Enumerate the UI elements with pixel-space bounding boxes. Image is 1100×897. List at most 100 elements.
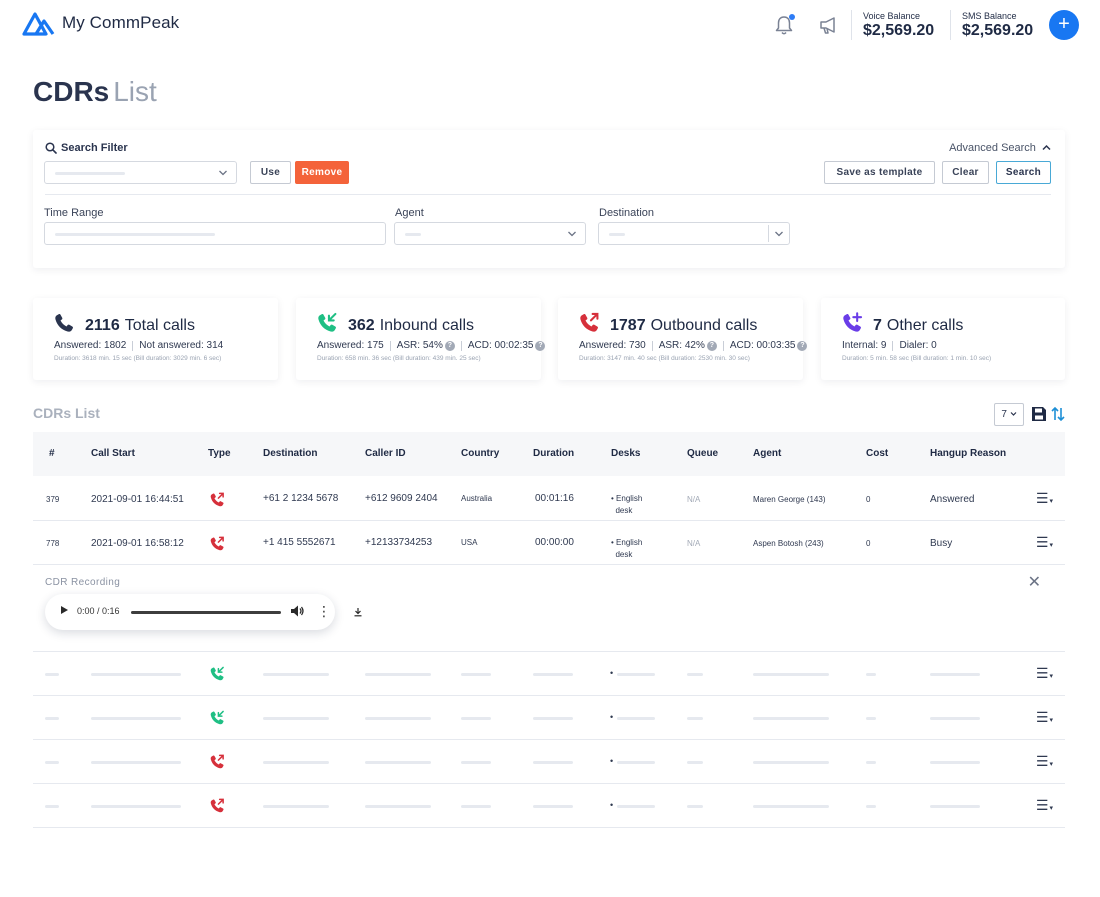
saved-filter-select[interactable] bbox=[44, 161, 237, 184]
column-header[interactable]: # bbox=[49, 448, 55, 459]
search-button[interactable]: Search bbox=[996, 161, 1051, 184]
desk-name: English bbox=[616, 494, 643, 503]
country: Australia bbox=[461, 494, 493, 503]
stat-card: 2116 Total calls Answered: 1802 Not answere… bbox=[33, 298, 278, 380]
header-divider bbox=[950, 10, 951, 40]
table-row[interactable]: • ☰▾ bbox=[33, 696, 1065, 740]
use-button[interactable]: Use bbox=[250, 161, 291, 184]
column-header[interactable]: Call Start bbox=[91, 448, 135, 459]
table-row[interactable]: 379 2021-09-01 16:44:51 +61 2 1234 5678 +61… bbox=[33, 477, 1065, 521]
download-icon[interactable] bbox=[353, 604, 363, 622]
notification-bell-icon[interactable] bbox=[774, 14, 796, 36]
row-menu-icon[interactable]: ☰▾ bbox=[1035, 490, 1053, 506]
agent-select[interactable] bbox=[394, 222, 586, 245]
column-header[interactable]: Caller ID bbox=[365, 448, 406, 459]
row-menu-icon[interactable]: ☰▾ bbox=[1035, 709, 1053, 725]
row-id: 379 bbox=[46, 495, 60, 504]
table-row[interactable]: 778 2021-09-01 16:58:12 +1 415 5552671 +121… bbox=[33, 521, 1065, 565]
stat-duration: Duration: 3147 min. 40 sec (Bill duratio… bbox=[579, 355, 750, 362]
search-filter-label: Search Filter bbox=[61, 142, 128, 154]
loading-placeholder bbox=[91, 717, 181, 720]
stat-detail-item: Answered: 730 bbox=[579, 340, 646, 351]
row-menu-icon[interactable]: ☰▾ bbox=[1035, 665, 1053, 681]
stat-card: 7 Other calls Internal: 9 Dialer: 0 Duration… bbox=[821, 298, 1065, 380]
column-header[interactable]: Type bbox=[208, 448, 231, 459]
close-icon[interactable]: ✕ bbox=[1027, 574, 1041, 591]
announcement-megaphone-icon[interactable] bbox=[818, 14, 840, 36]
help-icon[interactable]: ? bbox=[706, 340, 717, 351]
save-icon[interactable] bbox=[1031, 406, 1047, 427]
row-menu-icon[interactable]: ☰▾ bbox=[1035, 797, 1053, 813]
loading-placeholder bbox=[461, 805, 491, 808]
advanced-search-toggle[interactable]: Advanced Search bbox=[949, 142, 1051, 154]
agent-label: Agent bbox=[395, 207, 424, 219]
column-header[interactable]: Agent bbox=[753, 448, 782, 459]
loading-placeholder bbox=[533, 673, 573, 676]
stat-detail-item: ASR: 42% bbox=[658, 340, 705, 351]
table-row[interactable]: • ☰▾ bbox=[33, 784, 1065, 828]
volume-icon[interactable] bbox=[290, 604, 304, 623]
cost: 0 bbox=[866, 539, 871, 548]
play-icon[interactable] bbox=[61, 606, 68, 614]
stat-number: 2116 bbox=[85, 316, 120, 334]
outbound-call-icon bbox=[578, 312, 600, 339]
loading-placeholder bbox=[866, 761, 876, 764]
desk-bullet: • bbox=[610, 712, 614, 722]
table-row[interactable]: • ☰▾ bbox=[33, 740, 1065, 784]
column-header[interactable]: Cost bbox=[866, 448, 889, 459]
sort-icon[interactable] bbox=[1051, 406, 1065, 427]
stat-card-header: 2116 Total calls bbox=[53, 312, 195, 339]
column-header[interactable]: Duration bbox=[533, 448, 575, 459]
clear-button[interactable]: Clear bbox=[942, 161, 989, 184]
agent: Aspen Botosh (243) bbox=[753, 539, 824, 548]
loading-placeholder bbox=[687, 805, 703, 808]
loading-placeholder bbox=[533, 717, 573, 720]
loading-placeholder bbox=[753, 717, 829, 720]
stat-card-header: 7 Other calls bbox=[841, 312, 963, 339]
desk-bullet: • bbox=[610, 800, 614, 810]
voice-balance: Voice Balance $2,569.20 bbox=[863, 11, 934, 40]
loading-placeholder bbox=[930, 673, 980, 676]
audio-progress-bar[interactable] bbox=[131, 611, 281, 614]
chevron-down-icon bbox=[775, 231, 783, 237]
stat-details: Internal: 9 Dialer: 0 bbox=[842, 340, 937, 351]
sms-balance-value: $2,569.20 bbox=[962, 22, 1034, 39]
time-range-label: Time Range bbox=[44, 207, 104, 219]
loading-placeholder bbox=[866, 673, 876, 676]
audio-player: 0:00 / 0:16 ⋮ bbox=[45, 594, 335, 630]
more-options-icon[interactable]: ⋮ bbox=[317, 603, 331, 619]
destination-select[interactable] bbox=[598, 222, 790, 245]
call-start: 2021-09-01 16:58:12 bbox=[91, 538, 184, 549]
help-icon[interactable]: ? bbox=[797, 340, 808, 351]
column-header[interactable]: Country bbox=[461, 448, 500, 459]
help-icon[interactable]: ? bbox=[444, 340, 455, 351]
row-menu-icon[interactable]: ☰▾ bbox=[1035, 753, 1053, 769]
time-range-input[interactable] bbox=[44, 222, 386, 245]
page-title-strong: CDRs bbox=[33, 76, 110, 107]
table-row[interactable]: • ☰▾ bbox=[33, 652, 1065, 696]
page-size-select[interactable]: 7 bbox=[994, 403, 1024, 426]
sms-balance: SMS Balance $2,569.20 bbox=[962, 11, 1033, 40]
search-filter-title: Search Filter bbox=[45, 142, 128, 154]
loading-placeholder bbox=[866, 717, 876, 720]
stat-label: Other calls bbox=[886, 316, 964, 334]
column-header[interactable]: Desks bbox=[611, 448, 641, 459]
column-header[interactable]: Destination bbox=[263, 448, 318, 459]
save-as-template-button[interactable]: Save as template bbox=[824, 161, 935, 184]
column-header[interactable]: Hangup Reason bbox=[930, 448, 1007, 459]
row-menu-icon[interactable]: ☰▾ bbox=[1035, 534, 1053, 550]
add-button[interactable]: + bbox=[1049, 10, 1079, 40]
audio-time: 0:00 / 0:16 bbox=[77, 606, 120, 616]
remove-button[interactable]: Remove bbox=[295, 161, 349, 184]
outbound-call-icon bbox=[209, 798, 225, 817]
logo[interactable]: My CommPeak bbox=[22, 10, 179, 36]
country: USA bbox=[461, 538, 478, 547]
cdr-recording-panel: CDR Recording ✕ 0:00 / 0:16 ⋮ bbox=[33, 564, 1065, 652]
column-header[interactable]: Queue bbox=[687, 448, 719, 459]
duration: 00:01:16 bbox=[535, 493, 574, 504]
loading-placeholder bbox=[263, 717, 329, 720]
help-icon[interactable]: ? bbox=[535, 340, 546, 351]
desk-bullet: • bbox=[610, 756, 614, 766]
phone-plus-icon bbox=[841, 312, 863, 339]
select-divider bbox=[768, 225, 769, 242]
